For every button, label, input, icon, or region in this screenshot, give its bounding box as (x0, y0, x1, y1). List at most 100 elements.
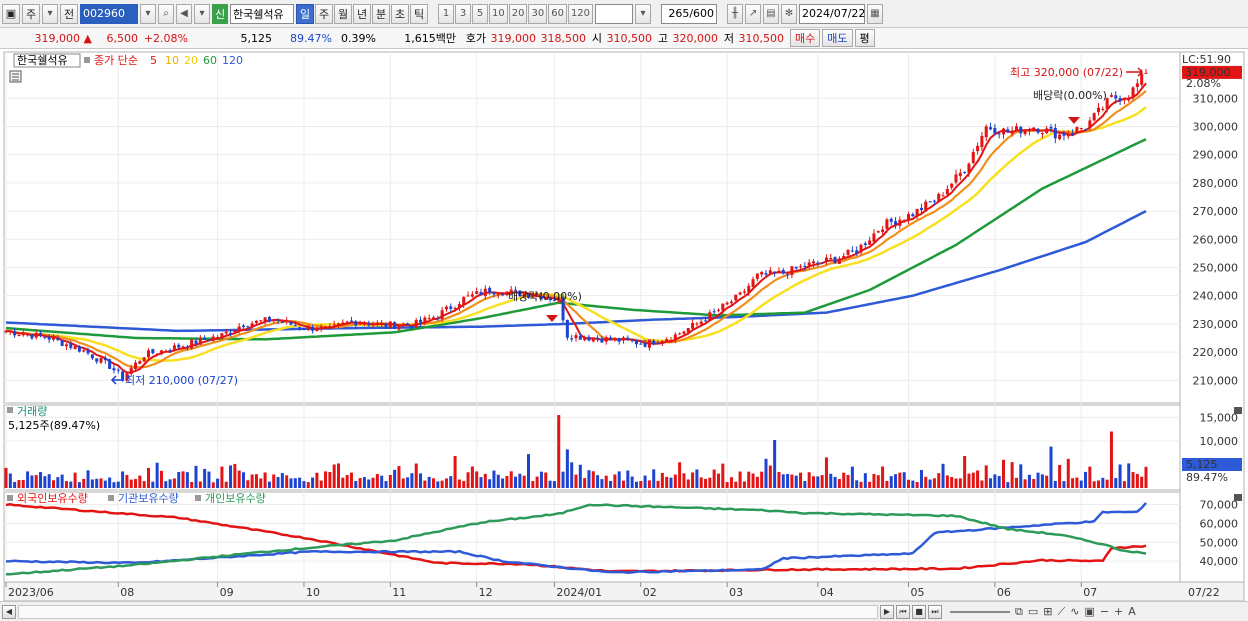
scroll-left-icon[interactable]: ◀ (2, 604, 16, 619)
ownership-panel-close-icon[interactable] (1234, 494, 1242, 501)
sell-button[interactable]: 매도 (822, 29, 853, 47)
period-button-month[interactable]: 월 (334, 3, 352, 24)
buy-button[interactable]: 매수 (790, 29, 821, 47)
split-view-icon[interactable]: ⧉ (1015, 604, 1023, 618)
candle-body (1010, 130, 1014, 134)
chart-canvas[interactable]: 310,000 300,000 290,000 280,000 270,000 260,0… (0, 50, 1248, 601)
period-button-day[interactable]: 일 (296, 3, 314, 24)
zoom-slider[interactable] (950, 610, 1010, 613)
tile-icon[interactable]: ⊞ (1043, 605, 1053, 618)
period-button-second[interactable]: 초 (391, 3, 409, 24)
volume-bar (311, 477, 315, 488)
volume-bar (673, 474, 677, 488)
interval-button-10[interactable]: 10 (489, 3, 508, 24)
search-icon[interactable]: ⌕ (158, 3, 174, 24)
volume-panel-close-icon[interactable] (1234, 407, 1242, 414)
candle-body (151, 349, 155, 354)
volume-bar (548, 480, 552, 488)
scroll-start-icon[interactable]: ⏮ (896, 604, 910, 619)
volume-bar (1001, 459, 1006, 488)
period-button-minute[interactable]: 분 (372, 3, 390, 24)
candle-body (380, 322, 384, 324)
candle-body (781, 270, 785, 274)
gear-icon[interactable]: ✻ (781, 3, 798, 24)
layout-icon[interactable]: ▣ (2, 3, 20, 24)
interval-button-1[interactable]: 1 (438, 3, 454, 24)
volume-bar (479, 477, 483, 488)
price-axis-tick: 300,000 (1193, 120, 1239, 133)
ownership-axis-tick: 70,000 (1200, 499, 1239, 512)
period-select[interactable]: 주 (22, 3, 40, 24)
horizontal-scrollbar[interactable] (18, 604, 878, 619)
ownership-line (6, 503, 1147, 576)
volume-bar (1105, 479, 1109, 488)
volume-bar (384, 481, 388, 488)
period-button-week[interactable]: 주 (315, 3, 333, 24)
stock-code-input[interactable]: 002960 (80, 3, 138, 24)
candle-style-icon[interactable]: ╫ (727, 3, 744, 24)
scroll-right-icon[interactable]: ▶ (880, 604, 894, 619)
window-icon[interactable]: ▭ (1027, 605, 1039, 618)
prev-button[interactable]: 전 (60, 3, 78, 24)
display-count-field[interactable]: 265/600 (661, 3, 718, 24)
volume-bar (514, 476, 518, 488)
speaker-icon[interactable]: ◀ (176, 3, 192, 24)
candle-body (678, 333, 682, 335)
speaker-dropdown-icon[interactable]: ▾ (194, 3, 210, 24)
candle-body (514, 289, 518, 291)
volume-bar (738, 471, 742, 488)
price-axis-tick: 230,000 (1193, 318, 1239, 331)
candle-body (660, 341, 664, 344)
candle-body (760, 271, 764, 275)
candle-body (371, 324, 375, 326)
volume-bar (73, 472, 77, 488)
period-button-tick[interactable]: 틱 (410, 3, 428, 24)
code-dropdown-icon[interactable]: ▾ (140, 3, 156, 24)
interval-dropdown-icon[interactable]: ▾ (635, 3, 652, 24)
interval-button-60[interactable]: 60 (548, 3, 567, 24)
font-size-icon[interactable]: A (1128, 605, 1136, 618)
date-input[interactable]: 2024/07/22 (799, 3, 865, 24)
candle-body (725, 302, 729, 305)
candle-body (682, 331, 686, 334)
interval-button-30[interactable]: 30 (528, 3, 548, 24)
period-button-year[interactable]: 년 (353, 3, 371, 24)
interval-button-5[interactable]: 5 (472, 3, 488, 24)
candle-body (276, 319, 280, 321)
period-dropdown-icon[interactable]: ▾ (42, 3, 58, 24)
interval-button-20[interactable]: 20 (508, 3, 528, 24)
scroll-end-icon[interactable]: ⏭ (928, 604, 942, 619)
candle-body (1053, 127, 1057, 139)
wave-tool-icon[interactable]: ∿ (1070, 605, 1080, 618)
bid-label: 호가 (465, 32, 486, 45)
candle-body (837, 258, 841, 264)
calendar-icon[interactable]: ▦ (867, 3, 884, 24)
interval-button-120[interactable]: 120 (567, 3, 594, 24)
volume-bar (341, 477, 345, 488)
volume-bar (393, 469, 397, 488)
open-label: 시 (591, 32, 602, 45)
interval-button-3[interactable]: 3 (455, 3, 471, 24)
draw-tool-icon[interactable]: ↗ (745, 3, 762, 24)
zoom-in-icon[interactable]: + (1114, 605, 1124, 618)
current-volume-tag (1182, 458, 1242, 471)
save-icon[interactable]: ▤ (763, 3, 780, 24)
candle-body (1045, 128, 1049, 133)
volume-bar (704, 478, 708, 488)
custom-interval-input[interactable] (595, 3, 634, 24)
line-tool-icon[interactable]: ⟋ (1057, 604, 1066, 618)
low-price: 310,500 (738, 31, 785, 45)
volume-bar (807, 472, 811, 488)
zoom-out-icon[interactable]: − (1099, 605, 1110, 618)
candle-body (898, 219, 902, 226)
candle-body (721, 303, 725, 311)
candle-body (1114, 95, 1118, 99)
image-icon[interactable]: ▣ (1084, 605, 1095, 618)
eval-button[interactable]: 평 (854, 29, 875, 47)
candle-body (159, 350, 163, 355)
candle-body (116, 369, 120, 371)
candle-body (246, 326, 250, 328)
volume-bar (1075, 477, 1079, 488)
stop-icon[interactable]: ■ (912, 604, 926, 619)
candle-body (1122, 99, 1126, 101)
